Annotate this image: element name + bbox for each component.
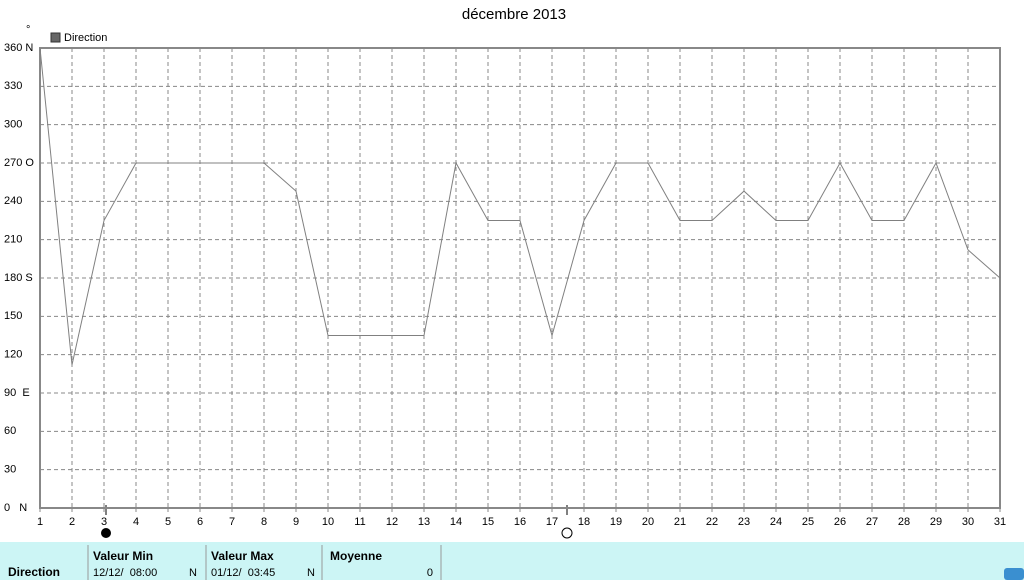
x-tick-label: 23	[738, 516, 750, 528]
x-tick-label: 29	[930, 516, 942, 528]
x-tick-label: 6	[197, 516, 203, 528]
x-tick-label: 19	[610, 516, 622, 528]
direction: N	[307, 567, 315, 579]
y-tick-label: 240	[4, 195, 22, 207]
x-tick-label: 20	[642, 516, 654, 528]
y-tick-label: 60	[4, 425, 16, 437]
icon[interactable]	[1004, 568, 1024, 580]
full-moon	[561, 527, 573, 539]
x-tick-label: 3	[101, 516, 107, 528]
x-tick-label: 25	[802, 516, 814, 528]
x-tick-label: 11	[354, 516, 365, 528]
y-tick-label: 300	[4, 119, 22, 131]
x-tick-label: 16	[514, 516, 526, 528]
y-tick-label: 150	[4, 310, 22, 322]
date: 01/12/ 03:45	[211, 567, 275, 579]
x-tick-label: 30	[962, 516, 974, 528]
x-tick-label: 26	[834, 516, 846, 528]
x-tick-label: 28	[898, 516, 910, 528]
y-tick-label: 30	[4, 464, 16, 476]
stats-panel	[0, 542, 1024, 580]
x-tick-label: 8	[261, 516, 267, 528]
y-tick-label: 0 N	[4, 502, 27, 514]
x-tick-label: 4	[133, 516, 139, 528]
chart-title: décembre 2013	[462, 6, 566, 23]
mean-value: 0	[427, 567, 433, 579]
x-tick-label: 22	[706, 516, 718, 528]
x-tick-label: 13	[418, 516, 430, 528]
x-tick-label: 17	[546, 516, 558, 528]
date: 12/12/ 08:00	[93, 567, 157, 579]
y-tick-label: 90 E	[4, 387, 30, 399]
x-tick-label: 9	[293, 516, 299, 528]
new-moon	[101, 528, 111, 538]
y-tick-label: 360 N	[4, 42, 33, 54]
x-tick-label: 21	[674, 516, 686, 528]
col-header: Moyenne	[330, 549, 382, 563]
x-tick-label: 12	[386, 516, 398, 528]
x-tick-label: 10	[322, 516, 334, 528]
x-tick-label: 7	[229, 516, 235, 528]
y-tick-label: 180 S	[4, 272, 33, 284]
x-tick-label: 18	[578, 516, 590, 528]
col-header: Valeur Max	[211, 549, 274, 563]
x-tick-label: 5	[165, 516, 171, 528]
x-tick-label: 31	[994, 516, 1006, 528]
legend-swatch	[50, 32, 61, 43]
direction: N	[189, 567, 197, 579]
y-tick-label: 120	[4, 349, 22, 361]
col-header: Valeur Min	[93, 549, 153, 563]
x-tick-label: 15	[482, 516, 494, 528]
data-line	[39, 47, 1001, 365]
x-tick-label: 14	[450, 516, 462, 528]
x-tick-label: 27	[866, 516, 878, 528]
legend-label: Direction	[64, 32, 107, 44]
y-tick-label: 330	[4, 80, 22, 92]
y-tick-label: 270 O	[4, 157, 34, 169]
y-unit: °	[26, 24, 30, 36]
y-tick-label: 210	[4, 234, 22, 246]
x-tick-label: 24	[770, 516, 782, 528]
x-tick-label: 2	[69, 516, 75, 528]
x-tick-label: 1	[37, 516, 43, 528]
row-label: Direction	[8, 565, 60, 579]
